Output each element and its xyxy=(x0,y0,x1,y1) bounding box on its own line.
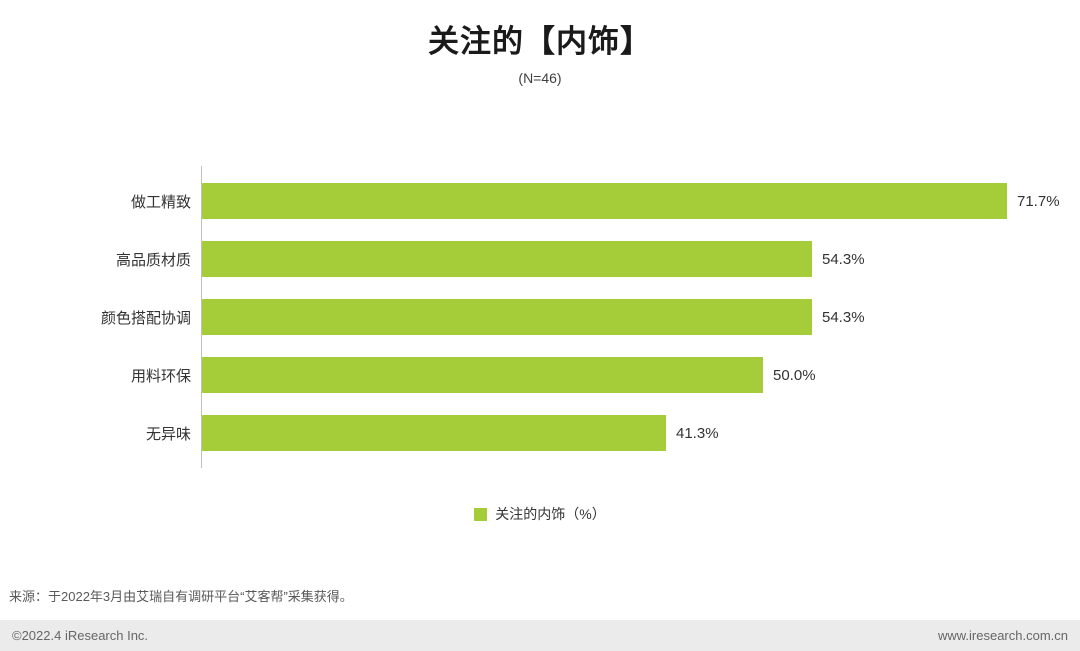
sample-size-label: (N=46) xyxy=(518,70,562,86)
source-note: 来源：于2022年3月由艾瑞自有调研平台“艾客帮”采集获得。 xyxy=(9,589,353,604)
footer-bar: ©2022.4 iResearch Inc. www.iresearch.com… xyxy=(0,620,1080,651)
website-text: www.iresearch.com.cn xyxy=(937,628,1068,643)
legend-label: 关注的内饰（%） xyxy=(495,506,606,522)
value-label: 41.3% xyxy=(676,424,719,442)
category-label: 高品质材质 xyxy=(115,251,191,269)
bar xyxy=(202,415,666,451)
chart-legend: 关注的内饰（%） xyxy=(0,504,1080,524)
legend-swatch xyxy=(474,507,488,521)
category-label: 颜色搭配协调 xyxy=(100,309,191,327)
bar-row: 颜色搭配协调 54.3% xyxy=(101,299,1060,335)
value-label: 71.7% xyxy=(1017,192,1060,210)
value-label: 54.3% xyxy=(822,250,865,268)
bar-row: 高品质材质 54.3% xyxy=(116,241,1060,277)
bar-chart: 做工精致 71.7% 高品质材质 54.3% 颜色搭配协调 54.3% 用料环保 50.0% 无… xyxy=(101,166,1060,468)
bar-row: 用料环保 50.0% xyxy=(131,357,1060,393)
category-label: 无异味 xyxy=(145,425,191,443)
copyright-text: ©2022.4 iResearch Inc. xyxy=(12,628,149,643)
bar xyxy=(202,241,812,277)
bar-row: 无异味 41.3% xyxy=(146,415,1060,451)
category-label: 用料环保 xyxy=(130,367,191,385)
bar xyxy=(202,299,812,335)
value-label: 54.3% xyxy=(822,308,865,326)
value-label: 50.0% xyxy=(773,366,816,384)
chart-header: 关注的【内饰】 (N=46) xyxy=(0,0,1080,86)
bar xyxy=(202,183,1007,219)
bar xyxy=(202,357,763,393)
category-label: 做工精致 xyxy=(130,193,191,211)
page-title: 关注的【内饰】 xyxy=(428,24,652,59)
bar-row: 做工精致 71.7% xyxy=(131,183,1060,219)
